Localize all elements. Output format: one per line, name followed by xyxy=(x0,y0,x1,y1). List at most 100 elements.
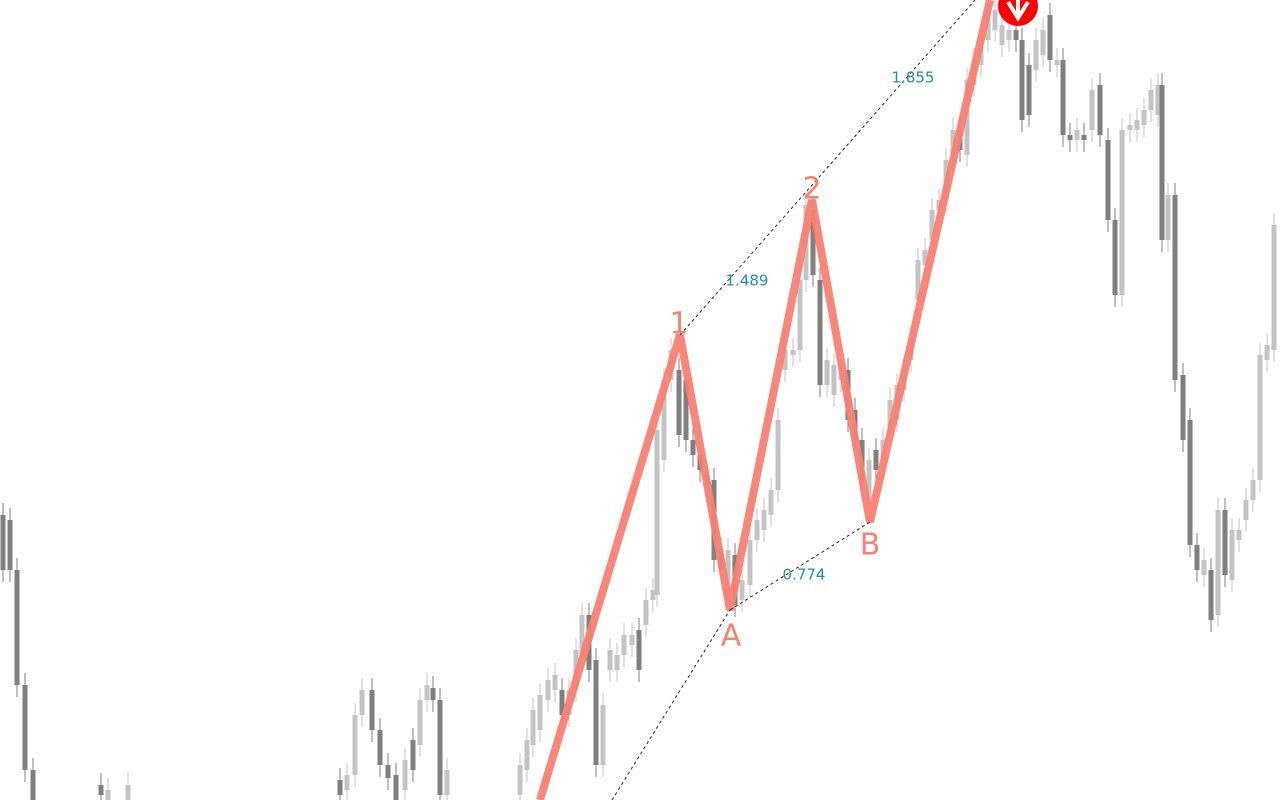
candle xyxy=(444,758,450,800)
candle-body xyxy=(437,700,443,795)
candle-body xyxy=(1165,195,1171,240)
candle xyxy=(1060,48,1066,147)
candle xyxy=(621,623,627,667)
point-label: B xyxy=(860,528,881,563)
candle-body xyxy=(747,540,753,585)
candle xyxy=(1215,498,1221,627)
candle-body xyxy=(887,400,893,430)
candle xyxy=(1134,108,1140,142)
candle-body xyxy=(537,695,543,730)
candle xyxy=(1201,548,1207,587)
candle-body xyxy=(636,630,642,670)
candle xyxy=(1229,518,1235,592)
candle xyxy=(775,408,781,502)
candle xyxy=(1054,48,1060,77)
candle-body xyxy=(650,590,656,600)
candle-body xyxy=(621,635,627,655)
candle-body xyxy=(1172,195,1178,380)
candle-body xyxy=(1089,90,1095,130)
candle-body xyxy=(377,730,383,765)
candle-body xyxy=(1112,220,1118,295)
candle-body xyxy=(524,740,530,770)
candle xyxy=(385,753,391,790)
candle xyxy=(517,753,523,800)
candle xyxy=(650,578,656,612)
candle-body xyxy=(1054,60,1060,65)
candle-body xyxy=(739,580,745,600)
candle xyxy=(377,718,383,777)
candle-body xyxy=(545,680,551,700)
candle xyxy=(1074,118,1080,152)
candle xyxy=(1180,363,1186,452)
candle xyxy=(337,768,343,800)
candle-body xyxy=(14,570,20,685)
candle-body xyxy=(424,685,430,700)
candle-body xyxy=(1019,40,1025,120)
candle-body xyxy=(552,675,558,690)
candle-body xyxy=(125,785,131,800)
candle-body xyxy=(915,260,921,300)
candle xyxy=(636,618,642,682)
candle xyxy=(22,673,28,782)
candle xyxy=(1165,183,1171,252)
candle-body xyxy=(1243,500,1249,520)
candle-body xyxy=(1229,530,1235,580)
candle xyxy=(1097,73,1103,147)
candle-body xyxy=(1105,140,1111,220)
candle xyxy=(614,643,620,682)
candle xyxy=(1194,533,1200,582)
candle-body xyxy=(1208,570,1214,620)
candle-body xyxy=(985,15,991,40)
candle xyxy=(552,663,558,702)
candle xyxy=(1040,18,1046,67)
candle xyxy=(1172,183,1178,392)
candle-body xyxy=(1119,130,1125,295)
sell-arrow xyxy=(998,0,1038,26)
candle xyxy=(344,763,350,800)
candle xyxy=(1236,518,1242,552)
candle-body xyxy=(105,790,111,800)
candle-body xyxy=(352,715,358,775)
candle xyxy=(790,338,796,367)
candle xyxy=(417,688,423,757)
candle-body xyxy=(579,615,585,660)
candle xyxy=(607,638,613,682)
candle xyxy=(676,358,682,447)
candle-body xyxy=(866,460,872,500)
candle-body xyxy=(614,655,620,670)
point-label: A xyxy=(721,619,742,654)
candle-body xyxy=(369,690,375,730)
candle-body xyxy=(1060,60,1066,135)
candle-body xyxy=(7,520,13,570)
candle-body xyxy=(873,450,879,470)
candle-body xyxy=(444,770,450,795)
candle xyxy=(754,508,760,552)
candle-body xyxy=(790,350,796,355)
ratio-label: 1.855 xyxy=(892,69,935,87)
candle xyxy=(1033,28,1039,82)
candle xyxy=(537,683,543,742)
candle xyxy=(352,703,358,787)
candle xyxy=(1112,208,1118,307)
candle-body xyxy=(768,490,774,515)
candle xyxy=(105,778,111,800)
candle-body xyxy=(683,380,689,440)
candle xyxy=(1222,498,1228,587)
candle-body xyxy=(410,740,416,770)
ratio-label: 1.489 xyxy=(726,272,769,290)
candle xyxy=(1141,98,1147,137)
candle-body xyxy=(1081,135,1087,140)
candle xyxy=(7,508,13,582)
candle xyxy=(1264,333,1270,372)
candle xyxy=(369,678,375,742)
candle xyxy=(1159,73,1165,252)
candle-body xyxy=(1215,510,1221,615)
candle xyxy=(654,418,660,607)
candle-body xyxy=(593,660,599,765)
candle-body xyxy=(1067,135,1073,140)
candle xyxy=(30,758,36,800)
candle xyxy=(761,498,767,542)
candle-body xyxy=(725,550,731,600)
candle xyxy=(1026,53,1032,127)
